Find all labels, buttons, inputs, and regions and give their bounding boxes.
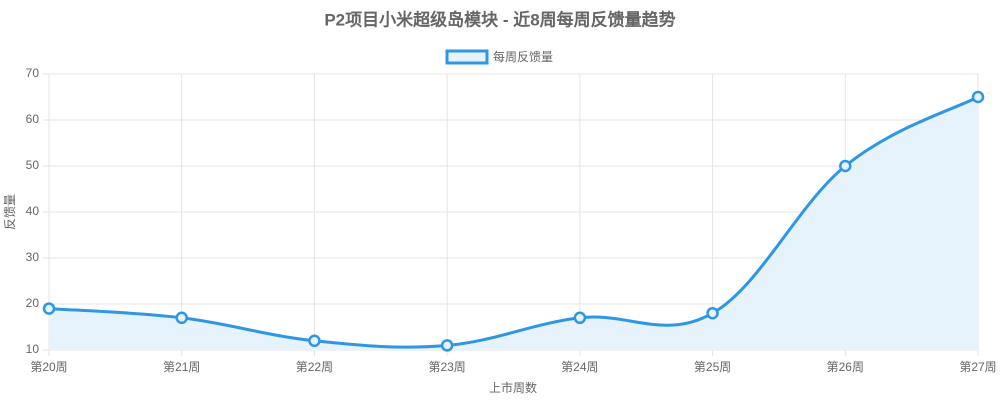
y-tick-label: 40 <box>26 204 40 218</box>
line <box>48 95 979 349</box>
area <box>49 97 978 350</box>
chart-title: P2项目小米超级岛模块 - 近8周每周反馈量趋势 <box>324 9 675 29</box>
point <box>839 159 852 173</box>
y-tick-label: 50 <box>26 158 40 172</box>
legend-swatch <box>445 49 489 65</box>
x-tick-label: 第20周 <box>30 360 67 374</box>
point <box>308 334 321 348</box>
x-tick-label: 第23周 <box>428 360 465 374</box>
y-tick-label: 60 <box>26 112 40 126</box>
point <box>440 339 454 352</box>
point <box>175 311 188 325</box>
point <box>573 311 587 325</box>
x-tick-label: 第25周 <box>694 360 731 374</box>
x-tick-label: 第22周 <box>296 360 333 374</box>
x-tick-label: 第24周 <box>561 360 598 374</box>
x-tick-label: 第27周 <box>959 360 996 374</box>
x-tick-label: 第26周 <box>827 360 864 374</box>
x-axis-label: 上市周数 <box>489 380 537 395</box>
point <box>42 302 56 315</box>
y-axis-label: 反馈量 <box>3 194 17 230</box>
y-tick-label: 30 <box>26 250 40 264</box>
point <box>706 306 719 320</box>
y-tick-label: 10 <box>26 342 40 356</box>
y-tick-label: 70 <box>26 66 40 80</box>
legend-label: 每周反馈量 <box>493 49 553 64</box>
point <box>971 90 985 104</box>
x-tick-label: 第21周 <box>163 360 200 374</box>
y-tick-label: 20 <box>26 296 40 310</box>
